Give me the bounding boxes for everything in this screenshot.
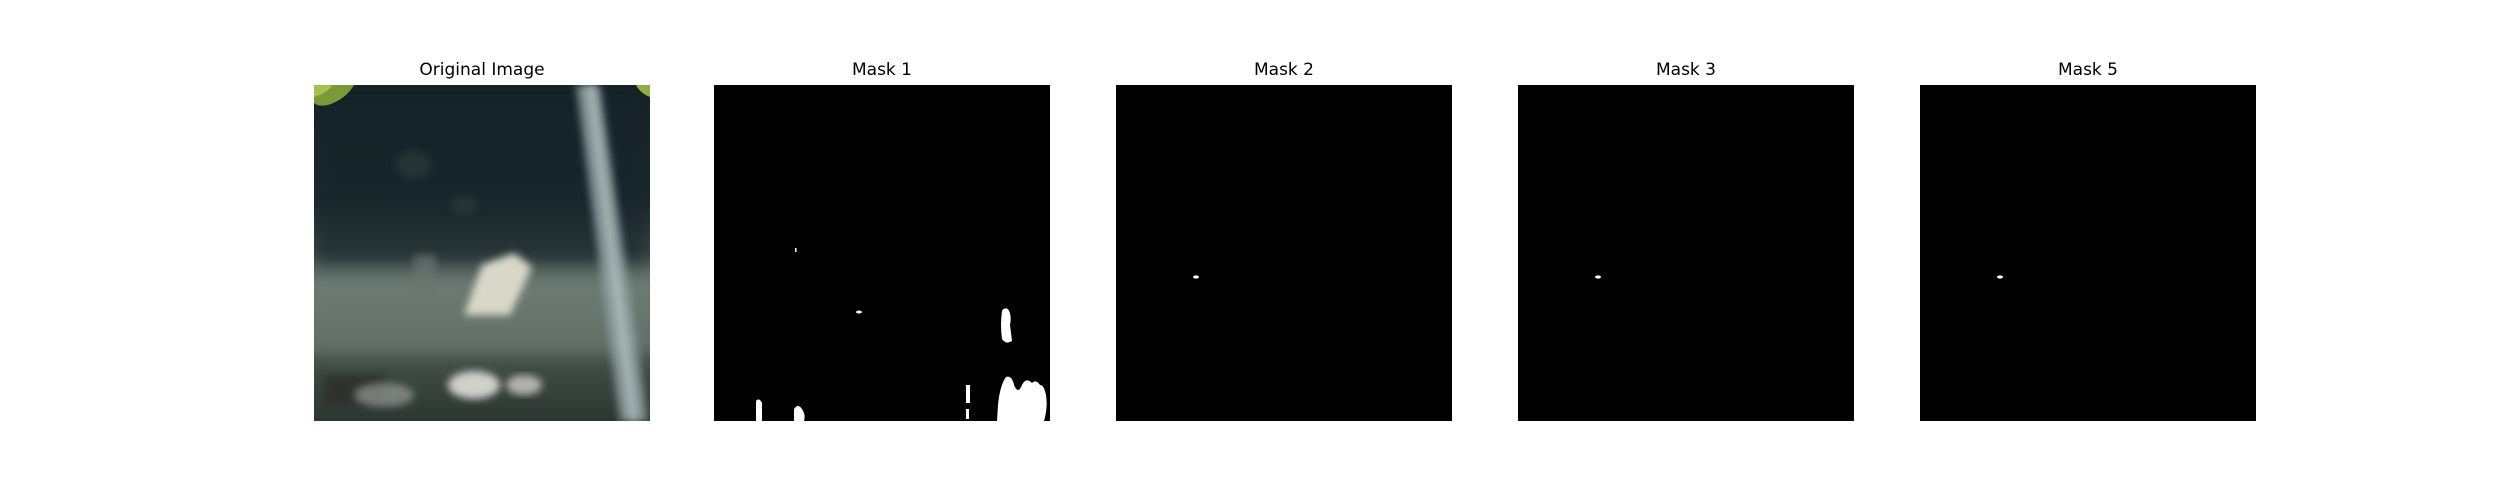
panel-title-mask-2: Mask 2 [1116,56,1452,84]
panel-title-mask-3: Mask 3 [1518,56,1854,84]
original-photo-drawing [314,85,650,421]
mask-2-drawing [1116,85,1452,421]
panel-title-mask-5: Mask 5 [1920,56,2256,84]
mask-3-drawing [1518,85,1854,421]
panel-title-mask-1: Mask 1 [714,56,1050,84]
mask-2-panel: Mask 2 [1116,56,1452,421]
mask-1-drawing [714,85,1050,421]
mask-5-panel: Mask 5 [1920,56,2256,421]
mask-1-panel: Mask 1 [714,56,1050,421]
mask-5-image [1920,85,2256,421]
mask-5-drawing [1920,85,2256,421]
panel-title-original: Original Image [314,56,650,84]
mask-3-image [1518,85,1854,421]
mask-1-image [714,85,1050,421]
mask-3-panel: Mask 3 [1518,56,1854,421]
original-image [314,85,650,421]
original-image-panel: Original Image [314,56,650,421]
mask-2-image [1116,85,1452,421]
